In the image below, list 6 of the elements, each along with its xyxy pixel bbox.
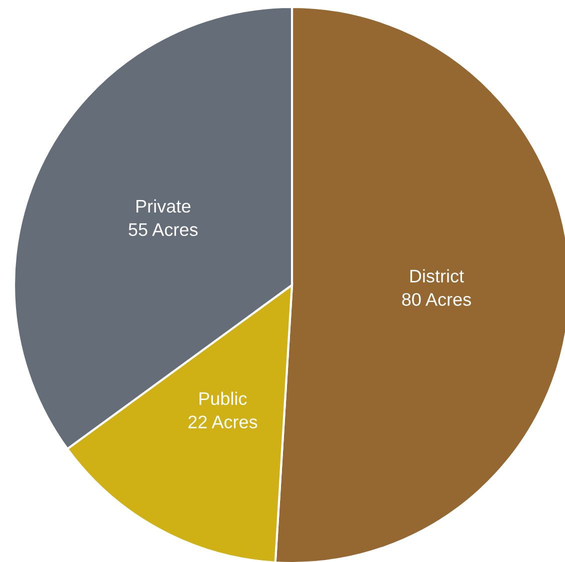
slice-label: Public: [200, 392, 247, 406]
data-label: 80 Acres: [402, 293, 471, 306]
slice-label: Private: [136, 199, 190, 213]
data-label: 55 Acres: [128, 223, 198, 236]
data-label: 22 Acres: [188, 416, 258, 428]
slice-label: District: [410, 269, 464, 282]
